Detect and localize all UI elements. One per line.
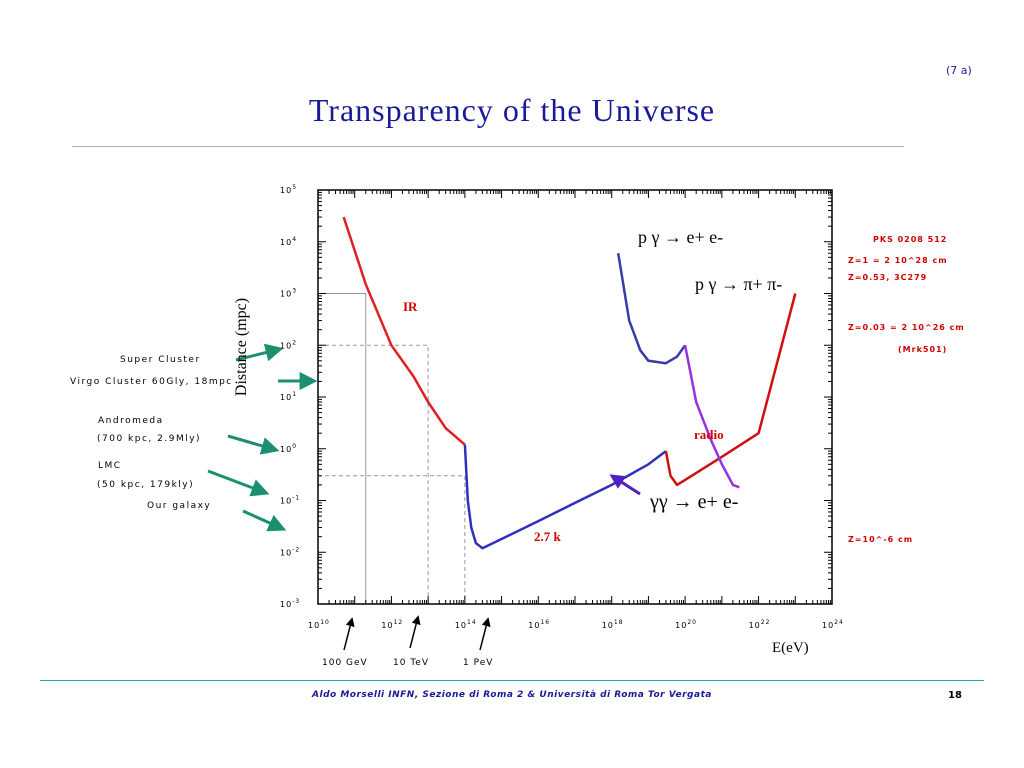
axis-ticks xyxy=(317,190,832,605)
note-z053: Z=0.53, 3C279 xyxy=(848,273,928,282)
guide-line xyxy=(318,293,367,604)
guide-line xyxy=(318,344,429,604)
y-tick-label: 10-3 xyxy=(280,598,300,609)
arrow-super-cluster xyxy=(235,343,284,362)
y-tick-label: 100 xyxy=(280,443,297,454)
footer-divider xyxy=(40,680,984,681)
energy-marker-label: 10 TeV xyxy=(393,658,429,668)
y-tick-label: 104 xyxy=(280,236,297,247)
y-tick-label: 101 xyxy=(280,391,297,402)
series-line xyxy=(664,293,797,487)
x-tick-label: 1020 xyxy=(675,619,697,630)
x-tick-label: 1012 xyxy=(381,619,403,630)
note-z1: Z=1 = 2 10^28 cm xyxy=(848,256,948,265)
landmark-andromeda: Andromeda xyxy=(98,416,164,426)
series-line xyxy=(683,345,740,489)
pointer-arrows xyxy=(207,343,641,651)
slide-tag: (7 a) xyxy=(946,64,972,77)
series-annotation: radio xyxy=(694,427,724,442)
guide-line xyxy=(318,475,466,604)
arrow-100gev xyxy=(343,617,355,651)
slide-title: Transparency of the Universe xyxy=(308,92,716,128)
plot-frame xyxy=(317,189,833,605)
series-annotation: p γ → e+ e- xyxy=(638,227,723,247)
y-tick-label: 105 xyxy=(280,184,297,195)
title-divider xyxy=(72,146,904,147)
arrow-andromeda xyxy=(227,434,280,455)
series-annotation: p γ → π+ π- xyxy=(695,274,782,294)
page-number: 18 xyxy=(948,690,962,701)
note-pks: PKS 0208 512 xyxy=(873,235,948,244)
footer-credit: Aldo Morselli INFN, Sezione di Roma 2 & … xyxy=(312,690,712,700)
series-line xyxy=(616,252,687,365)
series-line xyxy=(463,444,667,550)
x-tick-label: 1018 xyxy=(602,619,624,630)
note-z-low: Z=10^-6 cm xyxy=(848,535,914,544)
arrow-10tev xyxy=(409,615,421,649)
energy-marker-label: 100 GeV xyxy=(322,658,368,668)
x-tick-label: 1014 xyxy=(455,619,477,630)
series-line xyxy=(342,216,466,446)
series-annotation: IR xyxy=(403,299,418,314)
x-axis-label: E(eV) xyxy=(772,640,809,656)
arrow-gamma-gamma xyxy=(609,474,641,496)
y-tick-label: 103 xyxy=(280,288,297,299)
y-tick-label: 102 xyxy=(280,339,297,350)
landmark-andromeda-dist: (700 kpc, 2.9Mly) xyxy=(97,434,202,444)
note-mrk501: (Mrk501) xyxy=(898,345,948,354)
note-z003: Z=0.03 = 2 10^26 cm xyxy=(848,323,965,332)
x-tick-label: 1010 xyxy=(308,619,330,630)
landmark-lmc: LMC xyxy=(98,461,122,471)
landmark-our-galaxy: Our galaxy xyxy=(147,501,212,511)
series-annotation: 2.7 k xyxy=(534,529,562,544)
y-axis-label: Distance (mpc) xyxy=(233,298,250,396)
x-tick-label: 1024 xyxy=(822,619,844,630)
energy-marker-label: 1 PeV xyxy=(463,658,493,668)
guide-lines xyxy=(318,293,466,604)
chart-labels: 1010 1012 1014 1016 1018 1020 1022 1024 105 104 10… xyxy=(233,184,844,668)
landmark-lmc-dist: (50 kpc, 179kly) xyxy=(97,480,195,490)
series-annotation: γγ → e+ e- xyxy=(649,491,738,513)
landmark-virgo-cluster: Virgo Cluster 60Gly, 18mpc xyxy=(70,377,233,387)
arrow-our-galaxy xyxy=(242,509,287,532)
y-tick-label: 10-2 xyxy=(280,546,300,557)
x-tick-label: 1022 xyxy=(749,619,771,630)
y-tick-label: 10-1 xyxy=(280,495,300,506)
arrow-1pev xyxy=(479,617,491,651)
landmark-super-cluster: Super Cluster xyxy=(120,355,201,365)
arrow-lmc xyxy=(207,469,270,497)
plot-border xyxy=(317,189,833,605)
x-tick-label: 1016 xyxy=(528,619,550,630)
